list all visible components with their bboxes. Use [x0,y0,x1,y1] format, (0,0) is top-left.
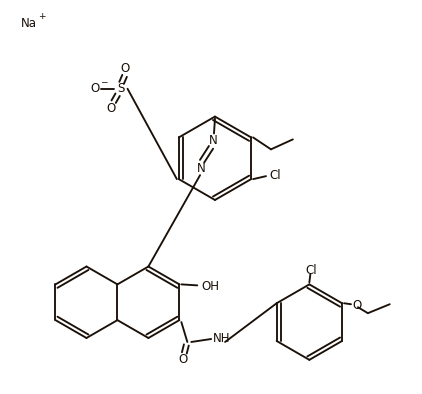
Text: O: O [179,353,188,366]
Text: Cl: Cl [269,169,281,182]
Text: NH: NH [213,333,231,346]
Text: O: O [90,82,100,95]
Text: O: O [106,102,115,115]
Text: +: + [38,12,46,21]
Text: N: N [208,134,217,147]
Text: OH: OH [201,280,219,293]
Text: −: − [100,77,107,86]
Text: O: O [120,62,129,75]
Text: N: N [197,162,206,175]
Text: Na: Na [21,17,37,30]
Text: S: S [117,82,124,95]
Text: Cl: Cl [306,264,317,277]
Text: O: O [352,299,361,312]
